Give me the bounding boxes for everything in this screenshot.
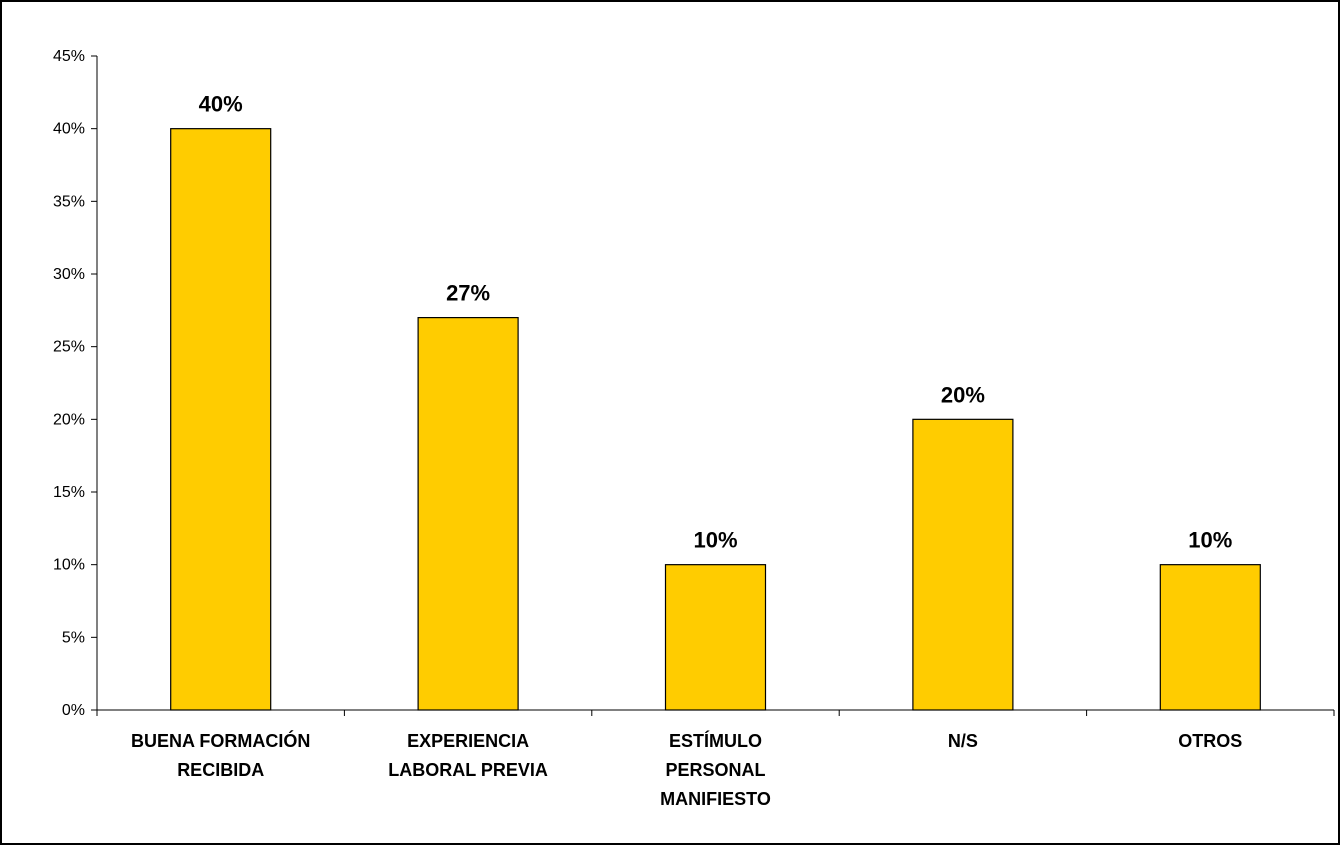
bar xyxy=(170,128,272,711)
y-tick-label: 35% xyxy=(53,193,85,210)
x-category-label-line: N/S xyxy=(948,731,978,751)
x-category-label-line: ESTÍMULO xyxy=(669,730,762,751)
y-tick-label: 5% xyxy=(62,629,85,646)
x-category-label: BUENA FORMACIÓN RECIBIDA xyxy=(131,730,310,780)
y-tick-label: 25% xyxy=(53,339,85,356)
y-tick-label: 20% xyxy=(53,411,85,428)
data-label: 10% xyxy=(1188,528,1232,553)
bar xyxy=(417,317,519,711)
x-category-label-line: LABORAL PREVIA xyxy=(388,760,548,780)
bar xyxy=(664,564,767,711)
x-category-label: ESTÍMULO PERSONAL MANIFIESTO xyxy=(660,730,771,809)
data-label: 20% xyxy=(941,382,985,407)
bar xyxy=(1159,564,1261,711)
y-tick-label: 15% xyxy=(53,484,85,501)
data-label: 27% xyxy=(446,281,490,306)
y-tick-label: 45% xyxy=(53,48,85,65)
data-label: 40% xyxy=(199,92,243,117)
x-category-label-line: PERSONAL xyxy=(665,760,765,780)
y-tick-label: 10% xyxy=(53,557,85,574)
x-category-label-line: MANIFIESTO xyxy=(660,789,771,809)
data-label: 10% xyxy=(693,528,737,553)
bar xyxy=(912,418,1014,711)
x-category-label-line: BUENA FORMACIÓN xyxy=(131,730,310,751)
x-category-label: OTROS xyxy=(1178,731,1242,751)
x-category-label-line: RECIBIDA xyxy=(177,760,264,780)
x-category-label: EXPERIENCIA LABORAL PREVIA xyxy=(388,731,548,780)
y-tick-label: 30% xyxy=(53,266,85,283)
y-tick-label: 0% xyxy=(62,702,85,719)
x-category-label-line: EXPERIENCIA xyxy=(407,731,529,751)
x-category-label: N/S xyxy=(948,731,978,751)
x-category-label-line: OTROS xyxy=(1178,731,1242,751)
y-tick-label: 40% xyxy=(53,121,85,138)
